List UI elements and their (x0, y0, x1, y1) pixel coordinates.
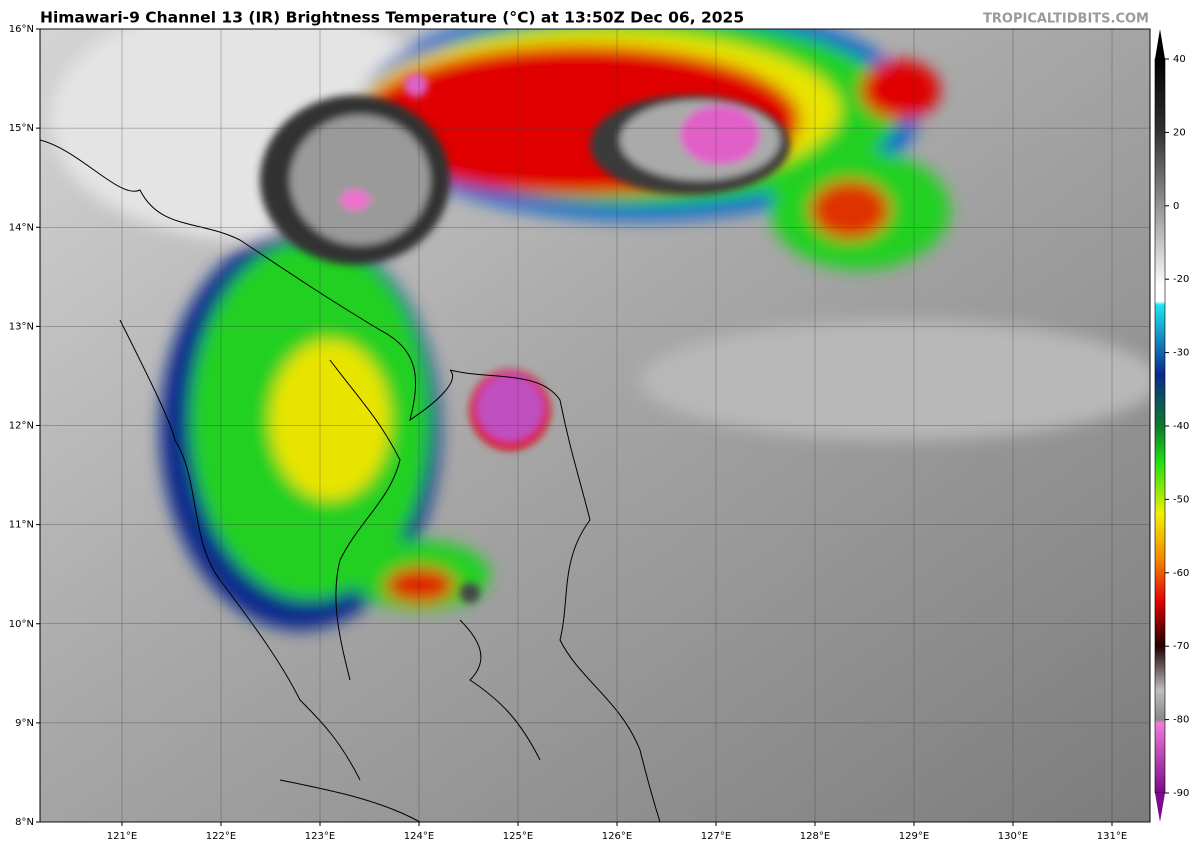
lon-label: 124°E (404, 831, 434, 842)
colorbar-label: -80 (1173, 715, 1189, 726)
lon-label: 126°E (602, 831, 632, 842)
lat-label: 11°N (9, 520, 34, 531)
lon-label: 128°E (800, 831, 830, 842)
colorbar-label: -20 (1173, 274, 1189, 285)
source-watermark: TROPICALTIDBITS.COM (983, 12, 1149, 27)
colorbar-top-arrow (1155, 29, 1165, 59)
colorbar-label: 20 (1173, 127, 1186, 138)
colorbar-label: -30 (1173, 348, 1189, 359)
lat-label: 14°N (9, 222, 34, 233)
lon-label: 121°E (107, 831, 137, 842)
colorbar-label: -60 (1173, 568, 1189, 579)
satellite-image (40, 29, 1150, 822)
colorbar-bottom-arrow (1155, 793, 1165, 822)
lat-label: 15°N (9, 123, 34, 134)
lon-label: 130°E (998, 831, 1028, 842)
colorbar-label: -40 (1173, 421, 1189, 432)
lon-label: 122°E (206, 831, 236, 842)
lon-label: 131°E (1097, 831, 1127, 842)
colorbar-label: 0 (1173, 201, 1179, 212)
colorbar-label: -90 (1173, 788, 1189, 799)
lat-label: 13°N (9, 321, 34, 332)
colorbar-label: -70 (1173, 641, 1189, 652)
lat-label: 16°N (9, 24, 34, 35)
colorbar (1154, 58, 1166, 794)
lat-label: 10°N (9, 619, 34, 630)
lat-label: 8°N (15, 817, 34, 828)
colorbar-label: -50 (1173, 494, 1189, 505)
lat-label: 12°N (9, 421, 34, 432)
lon-label: 125°E (503, 831, 533, 842)
coastlines (40, 139, 661, 822)
title: Himawari-9 Channel 13 (IR) Brightness Te… (40, 9, 744, 27)
lon-label: 129°E (899, 831, 929, 842)
lon-label: 123°E (305, 831, 335, 842)
lon-label: 127°E (701, 831, 731, 842)
lat-label: 9°N (15, 718, 34, 729)
colorbar-label: 40 (1173, 54, 1186, 65)
